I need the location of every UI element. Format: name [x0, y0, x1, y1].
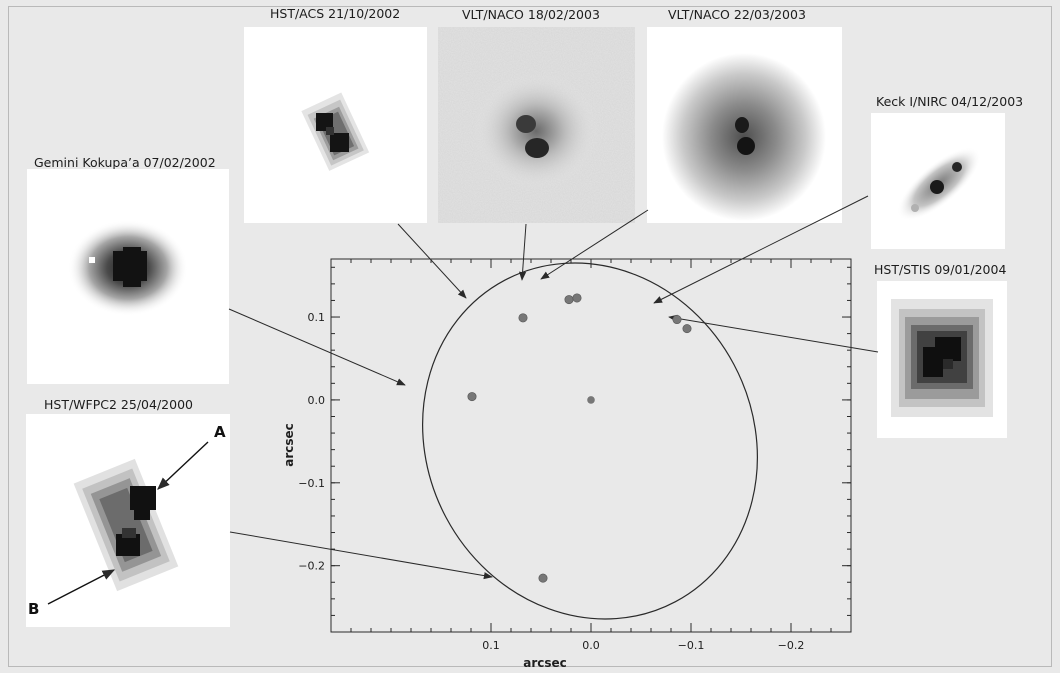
- gemini-label: Gemini Kokupa’a 07/02/2002: [34, 155, 216, 170]
- arrow-gemini: [228, 308, 406, 386]
- x-tick-label: −0.2: [778, 639, 805, 652]
- observation-point-vlt-naco-2: [572, 293, 582, 303]
- arrow-component-a: [157, 441, 209, 490]
- observation-point-hst-wfpc2: [538, 573, 548, 583]
- x-tick-label: −0.1: [678, 639, 705, 652]
- y-tick-label: −0.1: [298, 477, 325, 490]
- x-axis-label: arcsec: [523, 656, 567, 670]
- axis-ticks: [330, 259, 852, 633]
- arrow-keck: [653, 195, 869, 304]
- component-a-label: A: [214, 423, 226, 441]
- observation-point-keck: [672, 315, 682, 325]
- y-axis-label: arcsec: [282, 423, 296, 467]
- y-tick-label: 0.0: [308, 394, 326, 407]
- primary-star-point: [587, 396, 595, 404]
- keck-nirc-image: [871, 113, 1005, 249]
- component-b-label: B: [28, 600, 40, 618]
- panel-connectors: [47, 195, 879, 605]
- arrow-hst-wfpc2: [229, 531, 493, 580]
- y-tick-label: 0.1: [308, 311, 326, 324]
- observation-point-gemini: [467, 392, 477, 402]
- gemini-kokupaa-image: [27, 169, 229, 384]
- vlt-naco-1-image: [438, 27, 635, 223]
- hst-acs-label: HST/ACS 21/10/2002: [270, 6, 401, 21]
- arrow-component-b: [47, 569, 116, 605]
- plot-frame: [330, 258, 852, 633]
- orbit-ellipse: [422, 262, 758, 620]
- observation-point-hst-stis: [682, 324, 692, 334]
- arrow-hst-acs: [397, 223, 467, 299]
- observation-point-vlt-naco-1: [564, 295, 574, 305]
- arrow-vlt-naco-1: [518, 223, 527, 281]
- arrow-hst-stis: [668, 314, 879, 353]
- axis-tick-labels: 0.1 0.0 −0.1 −0.2 0.1 0.0 −0.1 −0.2: [298, 311, 804, 652]
- hst-wfpc2-image: [26, 414, 230, 627]
- observation-points: [467, 293, 692, 583]
- hst-wfpc2-label: HST/WFPC2 25/04/2000: [44, 397, 193, 412]
- vlt-naco-1-label: VLT/NACO 18/02/2003: [462, 7, 600, 22]
- y-tick-label: −0.2: [298, 560, 325, 573]
- x-tick-label: 0.0: [582, 639, 600, 652]
- x-tick-label: 0.1: [482, 639, 500, 652]
- observation-point-hst-acs: [518, 313, 528, 323]
- hst-stis-image: [877, 281, 1007, 438]
- keck-label: Keck I/NIRC 04/12/2003: [876, 94, 1024, 109]
- arrow-vlt-naco-2: [540, 209, 649, 280]
- hst-acs-image: [244, 27, 427, 223]
- vlt-naco-2-label: VLT/NACO 22/03/2003: [668, 7, 806, 22]
- hst-stis-label: HST/STIS 09/01/2004: [874, 262, 1007, 277]
- vlt-naco-2-image: [647, 27, 842, 223]
